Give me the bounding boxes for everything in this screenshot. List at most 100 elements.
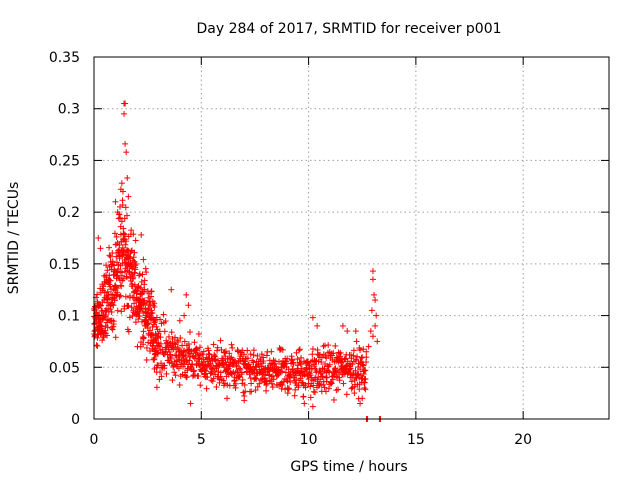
data-point [362,386,369,393]
data-point [359,361,366,368]
data-point [373,312,380,319]
data-point [139,271,146,278]
data-point [288,356,295,363]
data-point [199,351,206,358]
x-tick-label: 5 [197,432,206,448]
data-point [118,180,125,187]
data-point [157,334,164,341]
data-point [241,351,248,358]
data-point [310,382,317,389]
data-point [157,369,164,376]
data-point [160,311,167,318]
data-point [229,370,236,377]
data-point [104,324,111,331]
data-point [197,382,204,389]
data-point [309,403,316,410]
data-point [352,328,359,335]
data-point [363,348,370,355]
data-point [168,355,175,362]
data-point [136,270,143,277]
data-point [360,362,367,369]
data-point [244,355,251,362]
data-point [143,344,150,351]
data-point [268,348,275,355]
data-point [157,340,164,347]
data-point [353,338,360,345]
data-point [283,358,290,365]
data-point [94,334,101,341]
data-point [183,291,190,298]
data-point [339,322,346,329]
data-point [101,289,108,296]
data-point [331,396,338,403]
data-point [254,352,261,359]
data-point [94,342,101,349]
data-point [256,380,263,387]
y-tick-label: 0.1 [58,309,80,325]
data-point [147,310,154,317]
data-point [183,373,190,380]
data-point [284,378,291,385]
data-point [354,353,361,360]
data-point [311,389,318,396]
data-point [224,382,231,389]
data-point [171,340,178,347]
data-point [108,308,115,315]
y-tick-label: 0 [71,412,80,428]
data-point [133,260,140,267]
data-point [248,388,255,395]
y-tick-label: 0.25 [49,153,80,169]
x-tick-labels: 0 5 10 15 20 [90,432,533,448]
data-point [116,293,123,300]
data-point [235,348,242,355]
data-point [104,267,111,274]
data-point [263,380,270,387]
data-point [135,316,142,323]
data-point [348,385,355,392]
data-point [350,347,357,354]
data-point [296,347,303,354]
data-point [191,339,198,346]
data-point [101,280,108,287]
data-point [259,375,266,382]
data-point [98,302,105,309]
data-point [254,383,261,390]
plot-frame [93,56,610,420]
data-point [185,351,192,358]
data-point [143,269,150,276]
data-point [131,281,138,288]
data-point [361,379,368,386]
data-point [130,231,137,238]
data-point [344,328,351,335]
data-point [307,394,314,401]
data-point [101,314,108,321]
data-point [353,356,360,363]
data-point [214,344,221,351]
data-point [130,254,137,261]
data-point [186,329,193,336]
data-point [125,193,132,200]
data-point [307,383,314,390]
data-point [145,320,152,327]
data-point [324,362,331,369]
data-point [336,377,343,384]
data-point [181,338,188,345]
data-point [140,301,147,308]
x-tick-label: 20 [514,432,532,448]
data-point [122,204,129,211]
data-point [357,366,364,373]
data-point [163,370,170,377]
data-point [131,269,138,276]
data-point [151,355,158,362]
data-point [357,372,364,379]
data-point [119,201,126,208]
data-point [290,360,297,367]
data-point [356,386,363,393]
data-point [138,306,145,313]
data-point [122,140,129,147]
data-point [195,372,202,379]
data-point [113,241,120,248]
data-point [315,382,322,389]
data-point [119,188,126,195]
